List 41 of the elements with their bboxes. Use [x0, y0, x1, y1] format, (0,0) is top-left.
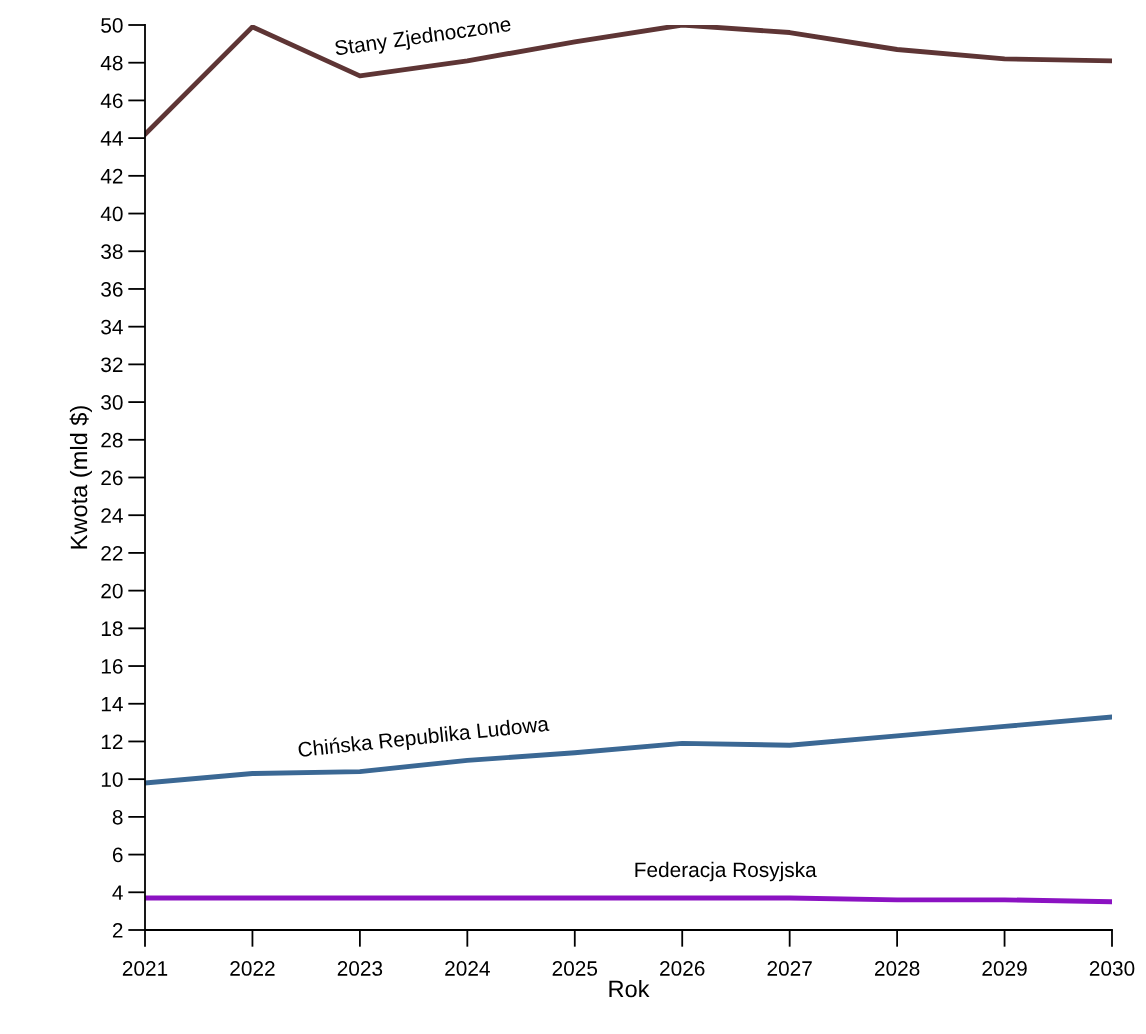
x-tick-label: 2027: [767, 961, 812, 976]
y-tick-label: 18: [101, 621, 123, 637]
y-axis-title: Kwota (mld $): [69, 406, 92, 549]
x-tick-label: 2025: [552, 961, 598, 976]
y-tick-label: 10: [101, 772, 123, 787]
y-tick-label: 16: [101, 659, 123, 674]
y-tick-label: 24: [101, 508, 123, 523]
x-tick-label: 2026: [660, 961, 705, 976]
x-tick-label: 2024: [445, 961, 490, 976]
x-tick-label: 2029: [982, 961, 1027, 976]
y-tick-label: 34: [101, 319, 123, 335]
y-tick-label: 38: [101, 244, 123, 259]
y-tick-label: 14: [101, 696, 123, 712]
x-tick-label: 2028: [874, 961, 920, 976]
y-tick-label: 6: [112, 847, 123, 863]
line-series: [145, 714, 1112, 786]
y-tick-label: 42: [100, 168, 123, 184]
text: Chińska Republika Ludowa: [297, 715, 550, 762]
y-tick-label: 4: [112, 885, 123, 900]
y-tick-label: 30: [101, 395, 123, 410]
y-tick-label: 48: [100, 55, 123, 71]
y-tick-label: 28: [101, 432, 123, 448]
series-label: Federacja Rosyjska: [635, 861, 817, 882]
y-tick-label: 40: [100, 206, 123, 222]
x-tick-label: 2030: [1089, 961, 1135, 976]
x-tick-label: 2022: [230, 961, 275, 976]
y-tick-label: 2: [112, 923, 123, 938]
y-tick-label: 46: [100, 93, 123, 109]
x-tick-label: 2021: [122, 961, 168, 976]
y-tick-label: 20: [101, 583, 123, 599]
y-tick-label: 32: [101, 357, 123, 373]
y-tick-label: 36: [101, 281, 123, 297]
x-tick-label: 2023: [337, 961, 383, 976]
y-tick-label: 8: [112, 809, 123, 825]
y-tick-label: 12: [101, 734, 123, 750]
text: Stany Zjednoczone: [334, 15, 512, 60]
y-tick-label: 50: [101, 18, 123, 33]
x-axis-title: Rok: [609, 979, 650, 998]
y-tick-label: 22: [101, 545, 123, 561]
y-tick-label: 26: [101, 470, 123, 486]
y-tick-label: 44: [100, 131, 123, 146]
